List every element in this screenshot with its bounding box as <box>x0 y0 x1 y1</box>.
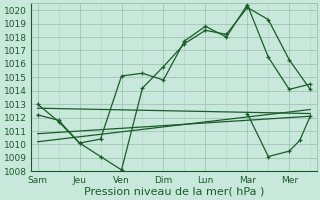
X-axis label: Pression niveau de la mer( hPa ): Pression niveau de la mer( hPa ) <box>84 187 264 197</box>
